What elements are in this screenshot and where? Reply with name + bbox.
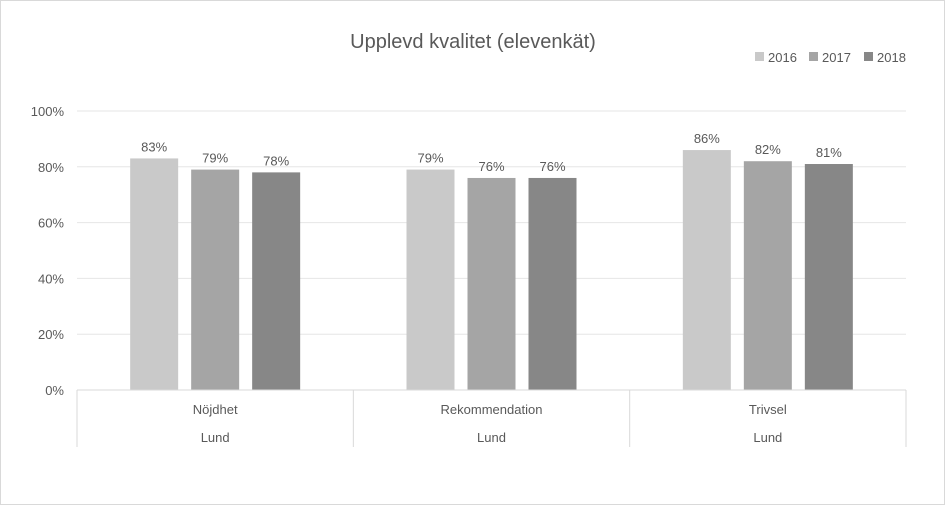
legend-swatch	[809, 52, 818, 61]
legend-entry: 2016	[768, 50, 797, 65]
y-tick-label: 80%	[38, 160, 64, 175]
y-tick-label: 60%	[38, 216, 64, 231]
bars	[130, 150, 853, 390]
group-label: Lund	[477, 430, 506, 445]
data-label: 82%	[755, 142, 781, 157]
bar	[252, 172, 301, 390]
chart-title: Upplevd kvalitet (elevenkät)	[350, 31, 596, 53]
data-label: 86%	[694, 131, 720, 146]
data-label: 79%	[202, 151, 228, 166]
legend-swatch	[755, 52, 764, 61]
x-axis: Nöjdhet Lund Rekommendation Lund Trivsel Lund	[76, 389, 907, 447]
y-tick-label: 20%	[38, 327, 64, 342]
data-label: 79%	[417, 151, 443, 166]
bar	[406, 169, 455, 390]
legend: 2016 2017 2018	[755, 50, 906, 65]
y-tick-label: 0%	[45, 383, 64, 398]
bar	[130, 158, 179, 390]
data-label: 76%	[539, 159, 565, 174]
bar	[743, 161, 792, 390]
category-label: Nöjdhet	[193, 402, 238, 417]
bar	[191, 169, 240, 390]
group-label: Lund	[753, 430, 782, 445]
category-label: Trivsel	[749, 402, 787, 417]
legend-swatch	[864, 52, 873, 61]
bar	[682, 150, 731, 390]
y-tick-label: 100%	[31, 104, 65, 119]
data-label: 76%	[478, 159, 504, 174]
data-label: 83%	[141, 139, 167, 154]
y-tick-label: 40%	[38, 271, 64, 286]
data-label: 81%	[816, 145, 842, 160]
bar	[804, 164, 853, 390]
data-label: 78%	[263, 153, 289, 168]
bar	[528, 177, 577, 390]
category-label: Rekommendation	[441, 402, 543, 417]
legend-entry: 2018	[877, 50, 906, 65]
data-labels: 83% 79% 78% 79% 76% 76% 86% 82% 81%	[141, 131, 842, 174]
legend-entry: 2017	[822, 50, 851, 65]
bar	[467, 177, 516, 390]
y-axis: 0% 20% 40% 60% 80% 100%	[31, 104, 65, 398]
group-label: Lund	[201, 430, 230, 445]
